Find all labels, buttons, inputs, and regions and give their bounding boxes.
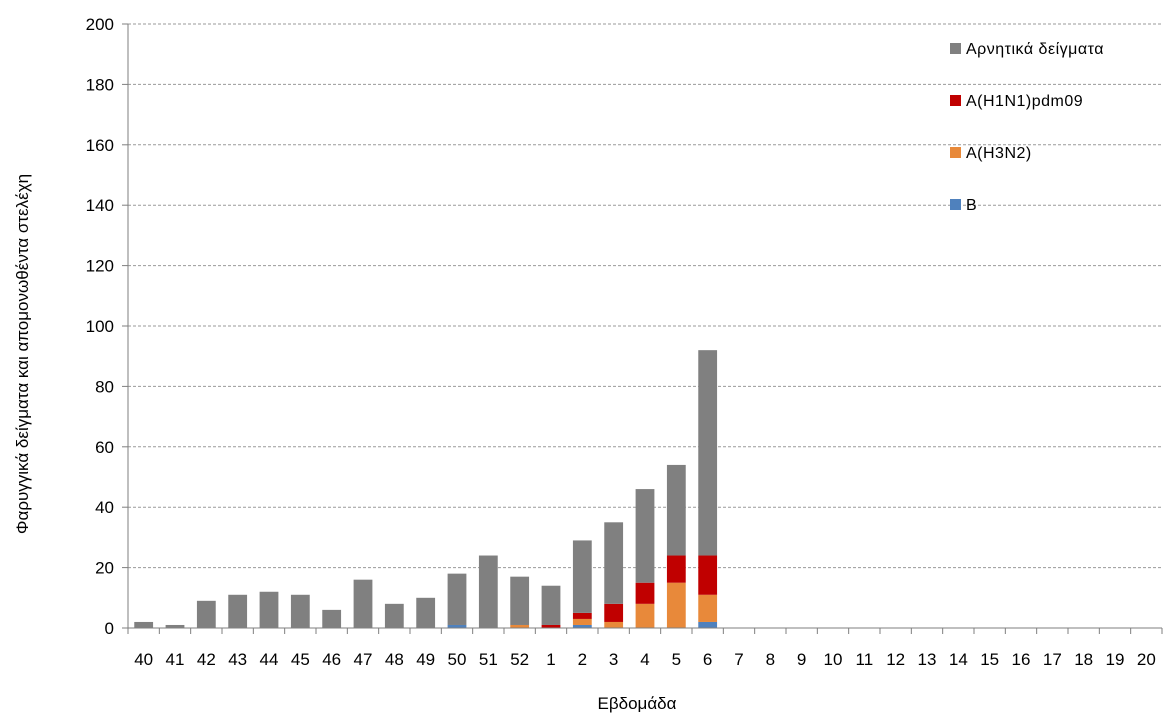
bar-segment [635,603,655,628]
y-tick-label: 100 [86,317,114,336]
x-tick-label: 40 [134,650,153,669]
bar-segment [541,624,561,628]
legend-swatch [950,43,961,54]
y-tick-label: 140 [86,196,114,215]
x-tick-labels: 40 41 42 43 44 45 46 47 48 49 50 51 52 1 2 3 4 5 6 7 8 9 10 11 1… [134,650,1156,669]
bar-segment [698,555,718,595]
y-tick-label: 180 [86,75,114,94]
bar-segment [447,624,467,628]
bar-segment [322,609,342,628]
x-tick-label: 47 [354,650,373,669]
x-tick-label: 16 [1012,650,1031,669]
bar-segment [290,594,310,628]
bar-segment [228,594,248,628]
x-tick-label: 43 [228,650,247,669]
x-tick-label: 11 [856,650,874,669]
bars [134,350,718,628]
x-tick-label: 7 [734,650,743,669]
x-tick-label: 3 [609,650,618,669]
x-tick-label: 8 [766,650,775,669]
x-tick-label: 44 [260,650,279,669]
x-tick-label: 10 [824,650,843,669]
legend-swatch [950,95,961,106]
y-tick-label: 160 [86,136,114,155]
bar-segment [416,597,436,628]
y-axis-title: Φαρυγγικά δείγματα και απομονωθέντα στελ… [13,174,32,534]
x-tick-label: 46 [322,650,341,669]
y-tick-label: 0 [105,619,114,638]
x-tick-label: 15 [980,650,999,669]
bar-segment [134,621,154,628]
axes [122,23,1163,634]
x-tick-label: 1 [546,650,555,669]
legend-label: A(H1N1)pdm09 [966,93,1083,110]
y-tick-labels: 0 20 40 60 80 100 120 140 160 180 200 [86,15,114,638]
bar-segment [635,489,655,583]
x-tick-label: 2 [578,650,587,669]
bar-segment [353,579,373,628]
x-tick-label: 5 [672,650,681,669]
bar-segment [572,618,592,625]
bar-segment [259,591,279,628]
legend-swatch [950,147,961,158]
bar-segment [196,600,216,628]
bar-segment [165,624,185,628]
bar-segment [666,464,686,556]
x-tick-label: 19 [1106,650,1125,669]
bar-segment [572,612,592,619]
bar-segment [572,624,592,628]
x-tick-label: 9 [797,650,806,669]
x-tick-label: 51 [479,650,498,669]
bar-segment [478,555,498,628]
bar-segment [666,582,686,628]
x-tick-label: 52 [510,650,529,669]
bar-segment [698,350,718,556]
bar-segment [541,585,561,625]
x-tick-label: 41 [166,650,185,669]
x-tick-label: 14 [949,650,968,669]
x-tick-label: 13 [918,650,937,669]
gridlines [128,23,1162,569]
bar-segment [635,582,655,604]
x-tick-label: 12 [886,650,905,669]
y-tick-label: 60 [95,438,114,457]
bar-segment [604,522,624,604]
legend-label: A(H3N2) [966,145,1032,162]
y-tick-label: 40 [95,498,114,517]
bar-segment [447,573,467,625]
x-tick-label: 20 [1137,650,1156,669]
x-tick-label: 45 [291,650,310,669]
x-tick-label: 4 [640,650,649,669]
x-tick-label: 50 [448,650,467,669]
x-tick-label: 49 [416,650,435,669]
y-tick-label: 20 [95,559,114,578]
x-tick-label: 18 [1074,650,1093,669]
bar-segment [666,555,686,583]
y-tick-label: 200 [86,15,114,34]
x-tick-label: 48 [385,650,404,669]
bar-segment [572,540,592,613]
bar-segment [510,624,530,628]
bar-segment [384,603,404,628]
legend-label: Αρνητικά δείγματα [966,41,1104,58]
y-tick-label: 80 [95,377,114,396]
bar-segment [698,594,718,622]
x-axis-title: Εβδομάδα [598,694,677,713]
x-tick-label: 42 [197,650,216,669]
x-tick-label: 6 [703,650,712,669]
legend-label: B [966,197,977,214]
y-tick-label: 120 [86,257,114,276]
bar-segment [604,621,624,628]
legend-swatch [950,199,961,210]
bar-segment [510,576,530,625]
bar-segment [698,621,718,628]
bar-segment [604,603,624,622]
x-tick-label: 17 [1043,650,1062,669]
legend: Αρνητικά δείγματα A(H1N1)pdm09 A(H3N2) B [950,41,1104,214]
